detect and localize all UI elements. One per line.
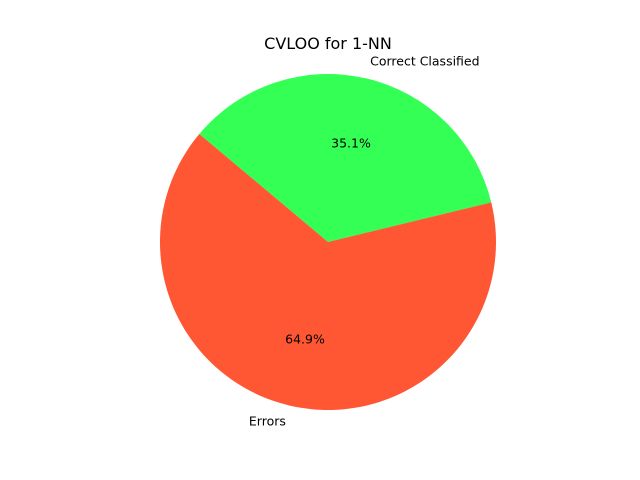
pie-slices [159,73,496,410]
slice-percentage: 35.1% [331,135,371,150]
slice-label: Errors [249,413,286,428]
pie-slice [199,73,492,242]
slice-label: Correct Classified [370,54,479,69]
slice-percentage: 64.9% [285,332,325,347]
pie-slice [159,134,496,410]
chart-title: CVLOO for 1-NN [264,34,392,53]
pie-labels: Correct Classified 35.1% Errors 64.9% [249,54,480,429]
